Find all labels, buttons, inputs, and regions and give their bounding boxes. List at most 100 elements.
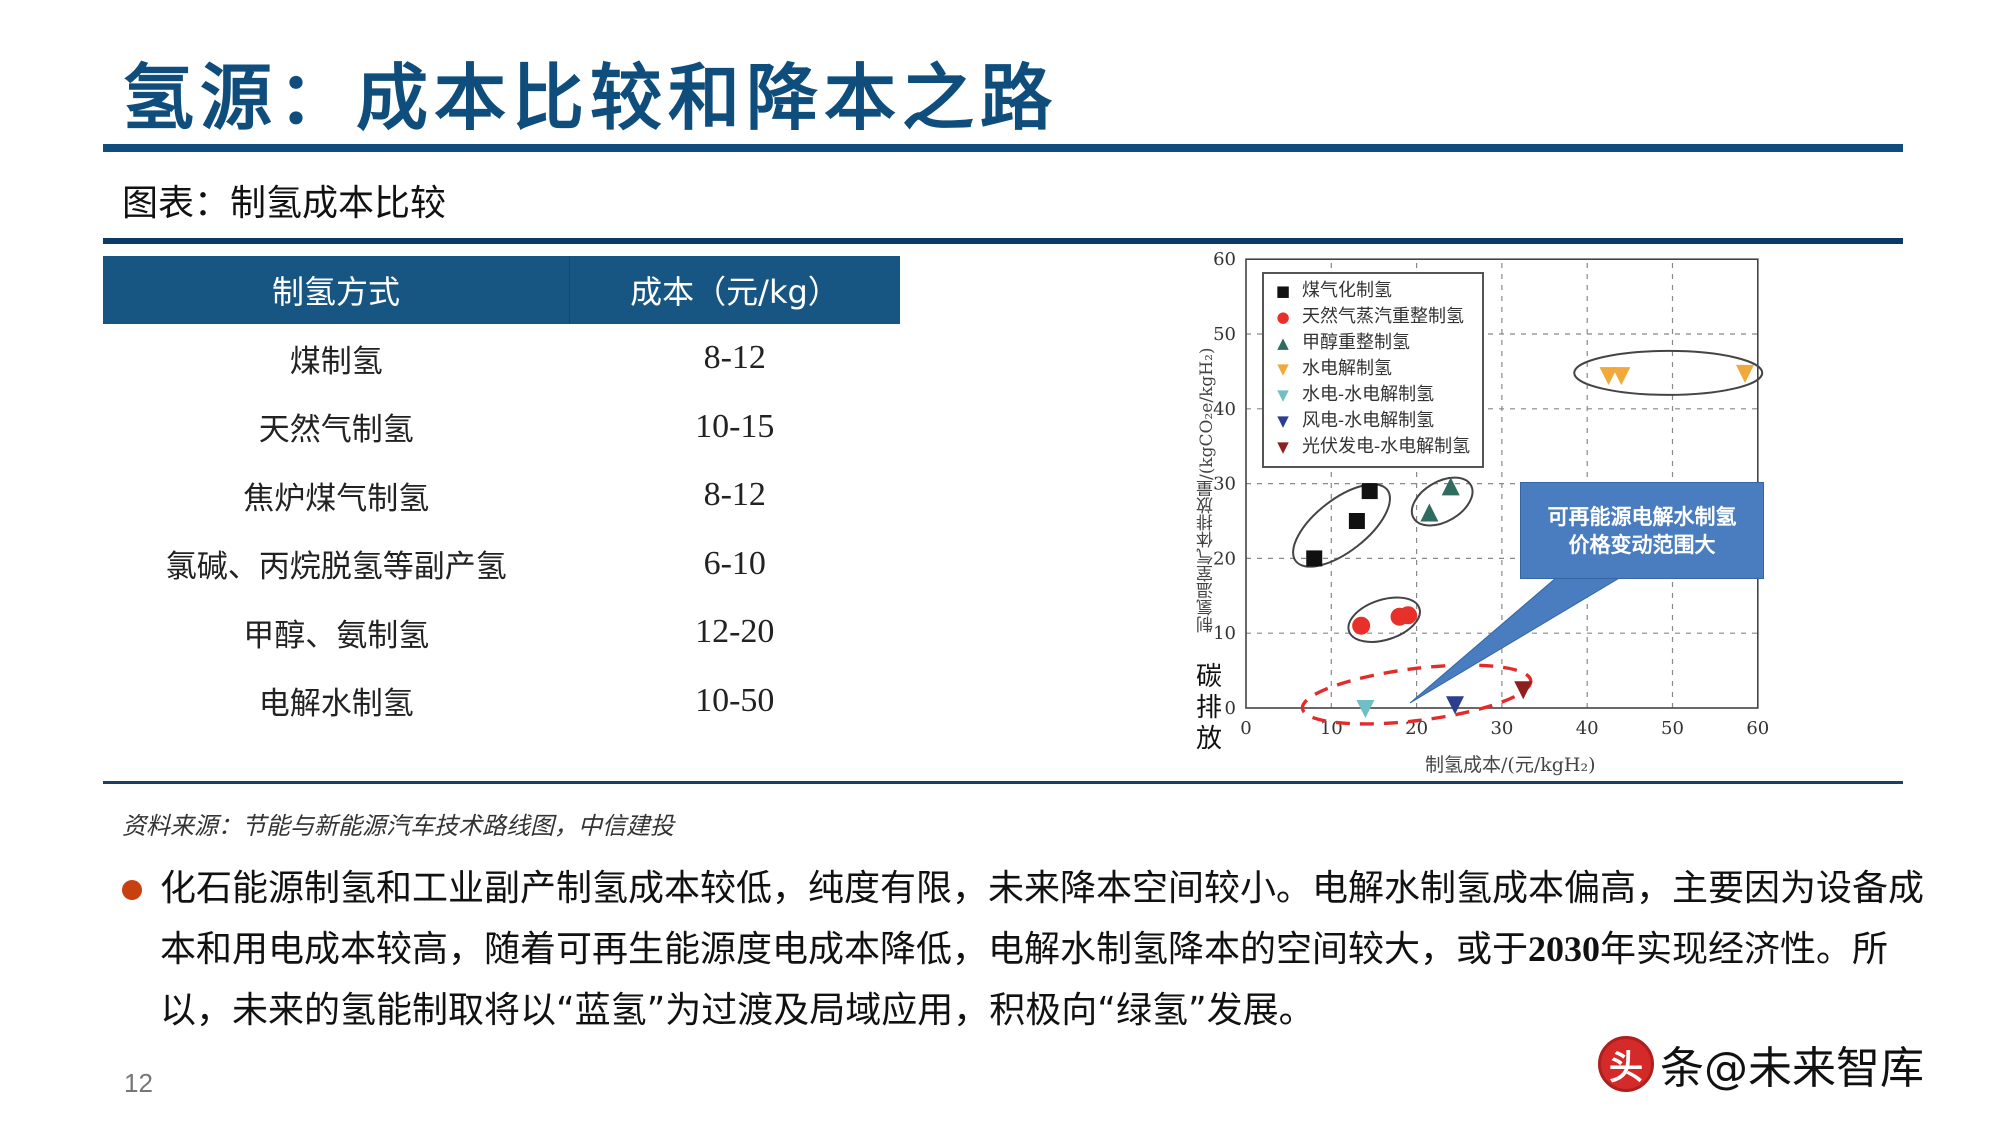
triangle-down-marker <box>1612 367 1631 386</box>
chart-callout: 可再能源电解水制氢 价格变动范围大 <box>1520 482 1764 579</box>
table-row: 甲醇、氨制氢 12-20 <box>103 598 900 667</box>
triangle-down-marker-icon: ▼ <box>1277 438 1289 456</box>
bullet-bold-year: 2030 <box>1528 929 1601 969</box>
chart-legend: ■ 煤气化制氢 ● 天然气蒸汽重整制氢 ▲ 甲醇重整制氢 ▼ 水电解制氢 ▼ 水电-水电解… <box>1262 272 1484 468</box>
chart-bottom-divider <box>103 781 1903 784</box>
x-tick-label: 0 <box>1240 718 1251 739</box>
y-tick-label: 40 <box>1213 399 1236 420</box>
y-axis-label: 制氢温室气体排放量/(kgCO₂e/kgH₂) <box>1197 347 1217 633</box>
legend-label: 光伏发电-水电解制氢 <box>1302 436 1471 457</box>
triangle-down-marker <box>1445 696 1464 715</box>
square-marker <box>1306 550 1323 567</box>
method-cell: 氯碱、丙烷脱氢等副产氢 <box>165 549 507 586</box>
triangle-up-marker <box>1420 503 1439 522</box>
x-tick-label: 30 <box>1490 718 1513 739</box>
square-marker-icon: ■ <box>1275 282 1291 300</box>
legend-label: 天然气蒸汽重整制氢 <box>1302 306 1464 327</box>
watermark: 头 条@未来智库 <box>1598 1034 1924 1094</box>
x-axis-label: 制氢成本/(元/kgH₂) <box>1425 754 1596 776</box>
square-marker <box>1361 483 1378 500</box>
circle-marker <box>1352 616 1371 635</box>
legend-item-methanol: ▲ 甲醇重整制氢 <box>1274 330 1410 356</box>
source-note: 资料来源：节能与新能源汽车技术路线图，中信建投 <box>122 812 674 840</box>
table-row: 天然气制氢 10-15 <box>103 393 900 462</box>
cost-cell: 8-12 <box>703 476 766 514</box>
carbon-emission-label: 碳 排 放 <box>1196 662 1226 755</box>
page-number: 12 <box>124 1068 153 1098</box>
scatter-chart: 0 10 20 30 40 50 60 0 10 20 30 40 50 60 <box>1170 245 1810 785</box>
table-row: 氯碱、丙烷脱氢等副产氢 6-10 <box>103 530 900 599</box>
natural-gas-group-ellipse <box>1347 596 1421 643</box>
method-cell: 甲醇、氨制氢 <box>243 617 430 654</box>
bullet-text-part: 年实现经济性。所以，未来的氢能制取将以“蓝氢”为过渡及局域应用，积极向“绿氢”发… <box>160 929 1889 1031</box>
methanol-group-ellipse <box>1410 476 1474 527</box>
y-tick-label: 20 <box>1213 548 1236 569</box>
circle-marker-icon: ● <box>1276 308 1290 326</box>
carbon-label-char: 排 <box>1196 693 1223 723</box>
legend-label: 甲醇重整制氢 <box>1302 332 1410 353</box>
legend-item-pv-electrolysis: ▼ 光伏发电-水电解制氢 <box>1274 434 1470 460</box>
method-cell: 煤制氢 <box>289 343 383 380</box>
x-tick-label: 20 <box>1405 718 1428 739</box>
carbon-label-char: 放 <box>1196 724 1223 754</box>
legend-item-natural-gas: ● 天然气蒸汽重整制氢 <box>1274 304 1464 330</box>
legend-label: 风电-水电解制氢 <box>1302 410 1435 431</box>
carbon-label-char: 碳 <box>1196 662 1223 692</box>
cost-cell: 6-10 <box>703 544 766 582</box>
legend-item-water-electrolysis: ▼ 水电解制氢 <box>1274 356 1392 382</box>
table-row: 煤制氢 8-12 <box>103 324 900 393</box>
callout-line: 可再能源电解水制氢 <box>1547 504 1737 529</box>
x-tick-label: 60 <box>1746 718 1769 739</box>
method-cell: 天然气制氢 <box>258 412 414 449</box>
legend-item-wind-electrolysis: ▼ 风电-水电解制氢 <box>1274 408 1434 434</box>
column-header-cost: 成本（元/kg） <box>569 256 900 324</box>
x-tick-label: 50 <box>1661 718 1684 739</box>
triangle-up-marker-icon: ▲ <box>1277 334 1289 352</box>
legend-label: 煤气化制氢 <box>1302 280 1392 301</box>
triangle-up-marker <box>1441 477 1460 496</box>
y-tick-label: 50 <box>1213 324 1236 345</box>
caption-divider <box>103 238 1903 244</box>
toutiao-logo-icon: 头 <box>1598 1036 1654 1092</box>
legend-item-coal: ■ 煤气化制氢 <box>1274 278 1392 304</box>
bullet-text-part: 化石能源制氢和工业副产制氢成本较低，纯度有限，未来降本空间较小。电解水制氢成本偏… <box>160 868 1925 970</box>
column-header-method: 制氢方式 <box>103 256 570 324</box>
bullet-text: 化石能源制氢和工业副产制氢成本较低，纯度有限，未来降本空间较小。电解水制氢成本偏… <box>160 858 1940 1041</box>
legend-label: 水电-水电解制氢 <box>1302 384 1435 405</box>
page-title: 氢源：成本比较和降本之路 <box>122 56 1059 140</box>
triangle-down-marker <box>1514 681 1533 700</box>
triangle-down-marker <box>1736 364 1755 383</box>
method-cell: 焦炉煤气制氢 <box>243 480 430 517</box>
callout-line: 价格变动范围大 <box>1568 532 1716 557</box>
table-header-row: 制氢方式 成本（元/kg） <box>103 256 900 324</box>
square-marker <box>1348 513 1365 529</box>
cost-cell: 8-12 <box>703 339 766 377</box>
cost-cell: 10-15 <box>695 407 775 445</box>
renewable-group-dashed-ellipse <box>1300 663 1533 726</box>
triangle-down-marker-icon: ▼ <box>1277 412 1289 430</box>
triangle-down-marker <box>1356 700 1375 718</box>
triangle-down-marker-icon: ▼ <box>1277 386 1289 404</box>
circle-marker <box>1399 606 1418 625</box>
y-tick-label: 60 <box>1213 249 1236 270</box>
y-tick-label: 0 <box>1225 698 1236 719</box>
table-row: 电解水制氢 10-50 <box>103 667 900 736</box>
cost-cell: 10-50 <box>695 681 775 719</box>
legend-label: 水电解制氢 <box>1302 358 1392 379</box>
legend-item-hydro-electrolysis: ▼ 水电-水电解制氢 <box>1274 382 1434 408</box>
triangle-down-marker-icon: ▼ <box>1277 360 1289 378</box>
bullet-icon <box>122 880 142 900</box>
callout-pointer <box>1409 576 1623 704</box>
watermark-text: 条@未来智库 <box>1660 1043 1924 1094</box>
electrolysis-group-ellipse <box>1573 349 1764 396</box>
triangle-down-marker <box>1599 367 1618 386</box>
table-row: 焦炉煤气制氢 8-12 <box>103 461 900 530</box>
title-divider <box>103 144 1903 152</box>
y-tick-label: 30 <box>1213 474 1236 495</box>
coal-group-ellipse <box>1292 483 1391 568</box>
cost-table: 制氢方式 成本（元/kg） 煤制氢 8-12 天然气制氢 10-15 焦炉煤气制… <box>103 256 900 735</box>
cost-cell: 12-20 <box>695 613 775 651</box>
y-tick-label: 10 <box>1213 623 1236 644</box>
method-cell: 电解水制氢 <box>258 686 414 723</box>
